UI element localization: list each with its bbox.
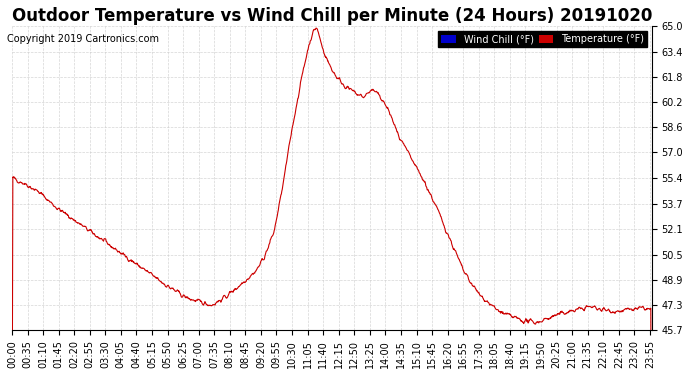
Legend: Wind Chill (°F), Temperature (°F): Wind Chill (°F), Temperature (°F)	[438, 32, 647, 47]
Title: Outdoor Temperature vs Wind Chill per Minute (24 Hours) 20191020: Outdoor Temperature vs Wind Chill per Mi…	[12, 7, 652, 25]
Text: Copyright 2019 Cartronics.com: Copyright 2019 Cartronics.com	[7, 34, 159, 44]
